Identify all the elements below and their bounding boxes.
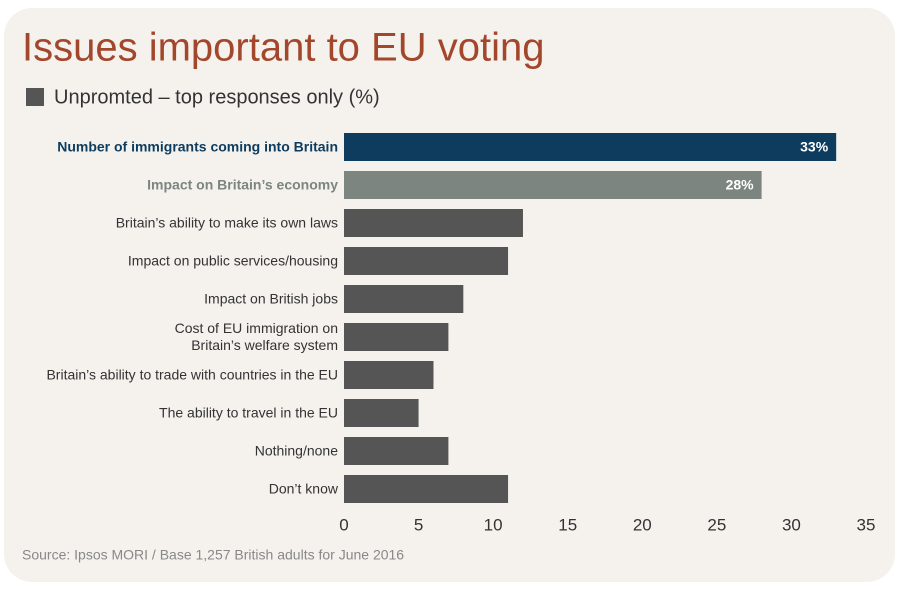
- legend-swatch: [26, 88, 44, 106]
- bar: [344, 475, 509, 503]
- bar: [344, 399, 419, 427]
- bar: [344, 323, 449, 351]
- x-tick-label: 15: [558, 515, 577, 534]
- source: Source: Ipsos MORI / Base 1,257 British …: [22, 547, 404, 563]
- value-label: 33%: [800, 139, 829, 155]
- category-label: Nothing/none: [254, 442, 338, 459]
- x-tick-label: 30: [782, 515, 801, 534]
- category-label: Impact on Britain’s economy: [147, 176, 338, 193]
- bar: [344, 171, 762, 199]
- legend-label: Unpromted – top responses only (%): [54, 86, 380, 108]
- category-label: Impact on public services/housing: [127, 252, 338, 269]
- category-label: Britain’s ability to make its own laws: [115, 214, 338, 231]
- category-label: The ability to travel in the EU: [159, 404, 338, 421]
- bar: [344, 247, 509, 275]
- bar: [344, 361, 434, 389]
- bar: [344, 285, 464, 313]
- category-label: Impact on British jobs: [204, 290, 338, 307]
- bar: [344, 437, 449, 465]
- x-tick-label: 0: [339, 515, 348, 534]
- value-label: 28%: [726, 177, 755, 193]
- chart-title: Issues important to EU voting: [22, 26, 544, 70]
- category-label: Number of immigrants coming into Britain: [57, 138, 338, 155]
- category-label: Cost of EU immigration on Britain’s welf…: [174, 320, 338, 353]
- category-label: Don’t know: [268, 480, 338, 497]
- x-tick-label: 35: [857, 515, 876, 534]
- x-tick-label: 10: [484, 515, 503, 534]
- bar: [344, 133, 837, 161]
- x-tick-label: 25: [707, 515, 726, 534]
- bar: [344, 209, 523, 237]
- x-tick-label: 20: [633, 515, 652, 534]
- category-label: Britain’s ability to trade with countrie…: [46, 366, 338, 383]
- x-tick-label: 5: [414, 515, 423, 534]
